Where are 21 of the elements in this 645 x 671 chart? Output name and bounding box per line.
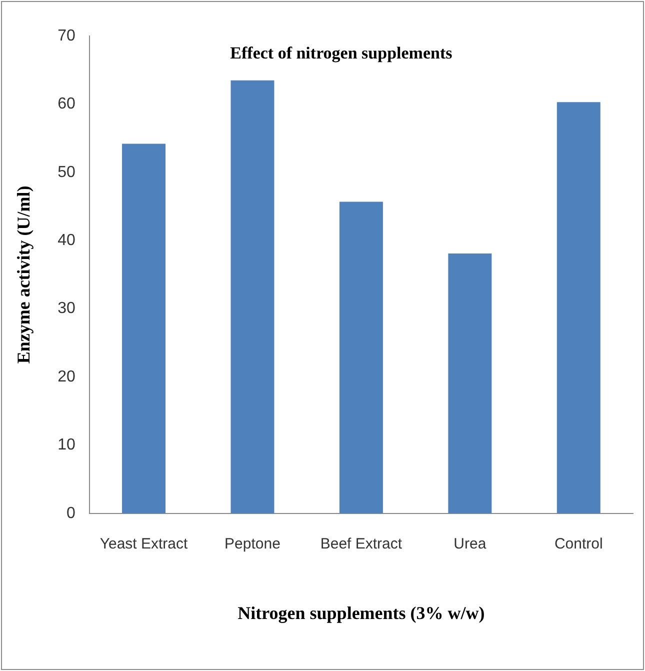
bar: [230, 80, 274, 514]
y-tick-label: 10: [58, 436, 76, 454]
y-axis-title: Enzyme activity (U/ml): [13, 186, 34, 364]
y-tick-label: 50: [58, 164, 76, 181]
y-tick-label: 20: [58, 368, 76, 386]
y-tick-label: 0: [66, 504, 76, 522]
x-axis-title: Nitrogen supplements (3% w/w): [238, 602, 485, 623]
bar: [339, 202, 383, 514]
text: Effect of nitrogen supplements: [230, 43, 453, 62]
bar: [556, 102, 600, 514]
x-tick-label: Beef Extract: [320, 536, 403, 553]
y-tick-label: 60: [58, 96, 76, 113]
bar: [122, 144, 166, 514]
y-tick-label: 40: [58, 232, 76, 250]
x-tick-label: Urea: [454, 536, 487, 553]
bar: [448, 254, 492, 514]
y-tick-label: 30: [58, 300, 76, 318]
y-tick-label: 70: [58, 27, 76, 44]
x-tick-label: Control: [554, 536, 603, 553]
x-tick-label: Peptone: [224, 536, 280, 553]
x-tick-label: Yeast Extract: [100, 536, 188, 553]
